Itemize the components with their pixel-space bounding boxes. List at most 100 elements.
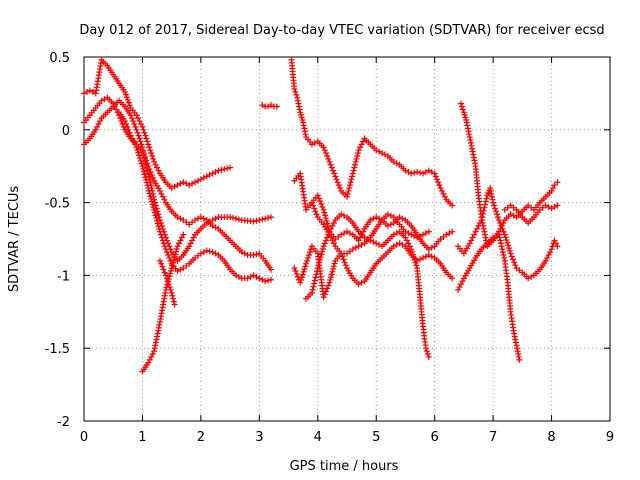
data-point [422,230,429,237]
data-point [135,149,142,156]
data-point [221,166,228,173]
data-point [141,154,148,161]
data-point [490,199,497,206]
data-point [417,233,424,240]
data-point [190,234,197,241]
data-point [317,254,324,261]
data-point [139,148,146,155]
data-point [134,146,141,153]
data-point [405,169,412,176]
data-point [149,153,156,160]
data-point [318,201,325,208]
data-point [422,169,429,176]
data-point [292,88,299,95]
data-point [479,210,486,217]
data-point [134,129,141,136]
series-track-16 [501,202,561,226]
data-point [146,190,153,197]
data-point [94,123,101,130]
data-point [166,254,173,261]
data-point [310,202,317,209]
data-point [335,182,342,189]
data-point [417,169,424,176]
data-point [140,126,147,133]
data-point [253,217,260,224]
data-point [161,196,168,203]
data-point [157,231,164,238]
data-point [173,246,180,253]
y-tick-label: -1 [57,269,70,284]
data-point [148,198,155,205]
data-point [151,206,158,213]
data-point [547,249,554,256]
data-point [311,205,318,212]
data-point [126,129,133,136]
data-point [319,248,326,255]
data-point [235,273,242,280]
data-point [162,272,169,279]
data-point [97,118,104,125]
data-point [440,190,447,197]
data-point [159,193,166,200]
x-tick-label: 2 [197,430,205,445]
data-point [321,291,328,298]
data-point [413,262,420,269]
data-point [256,275,263,282]
data-point [304,257,311,264]
data-point [140,151,147,158]
data-point [309,286,316,293]
data-point [428,244,435,251]
data-point [321,240,328,247]
plot-frame [83,56,611,422]
data-point [333,176,340,183]
data-point [250,272,257,279]
data-point [330,263,337,270]
data-point [478,217,485,224]
data-point [449,228,456,235]
data-point [159,263,166,270]
data-point [256,217,263,224]
data-point [387,221,394,228]
data-point [145,141,152,148]
data-point [495,217,502,224]
data-point [344,228,350,235]
data-point [146,187,153,194]
data-point [446,230,453,237]
data-point [504,239,511,246]
data-point [212,224,219,231]
data-point [156,225,163,232]
data-point [142,157,149,164]
data-point [200,174,207,181]
data-point [469,234,476,241]
data-point [428,253,435,260]
data-point [499,225,506,232]
data-point [554,202,561,209]
data-point [411,233,418,240]
series-track-12 [308,199,432,257]
data-point [341,212,348,219]
data-point [328,164,335,171]
data-point [468,237,475,244]
data-point [136,135,143,142]
data-point [250,218,257,225]
data-point [331,170,338,177]
data-point [224,165,231,172]
data-point [121,118,128,125]
data-point [434,176,441,183]
data-point [268,102,275,109]
data-point [411,169,418,176]
data-point [86,87,93,94]
data-point [298,274,305,281]
data-point [501,231,508,238]
data-point [209,249,216,256]
data-point [472,228,479,235]
data-point [409,251,416,258]
data-point [481,204,488,211]
data-point [438,187,445,194]
data-point [152,212,159,219]
data-point [209,170,216,177]
data-point [459,106,466,113]
data-point [273,103,280,110]
data-point [131,120,138,127]
